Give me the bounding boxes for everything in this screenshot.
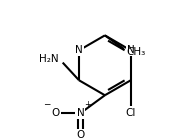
Text: Cl: Cl [126, 108, 136, 118]
Text: N: N [75, 45, 83, 55]
Text: H₂N: H₂N [39, 53, 59, 64]
Text: O: O [52, 108, 60, 118]
Text: CH₃: CH₃ [127, 47, 146, 57]
Text: N: N [127, 45, 135, 55]
Text: N: N [77, 108, 84, 118]
Text: +: + [85, 100, 91, 109]
Text: −: − [43, 100, 51, 109]
Text: O: O [76, 130, 85, 140]
